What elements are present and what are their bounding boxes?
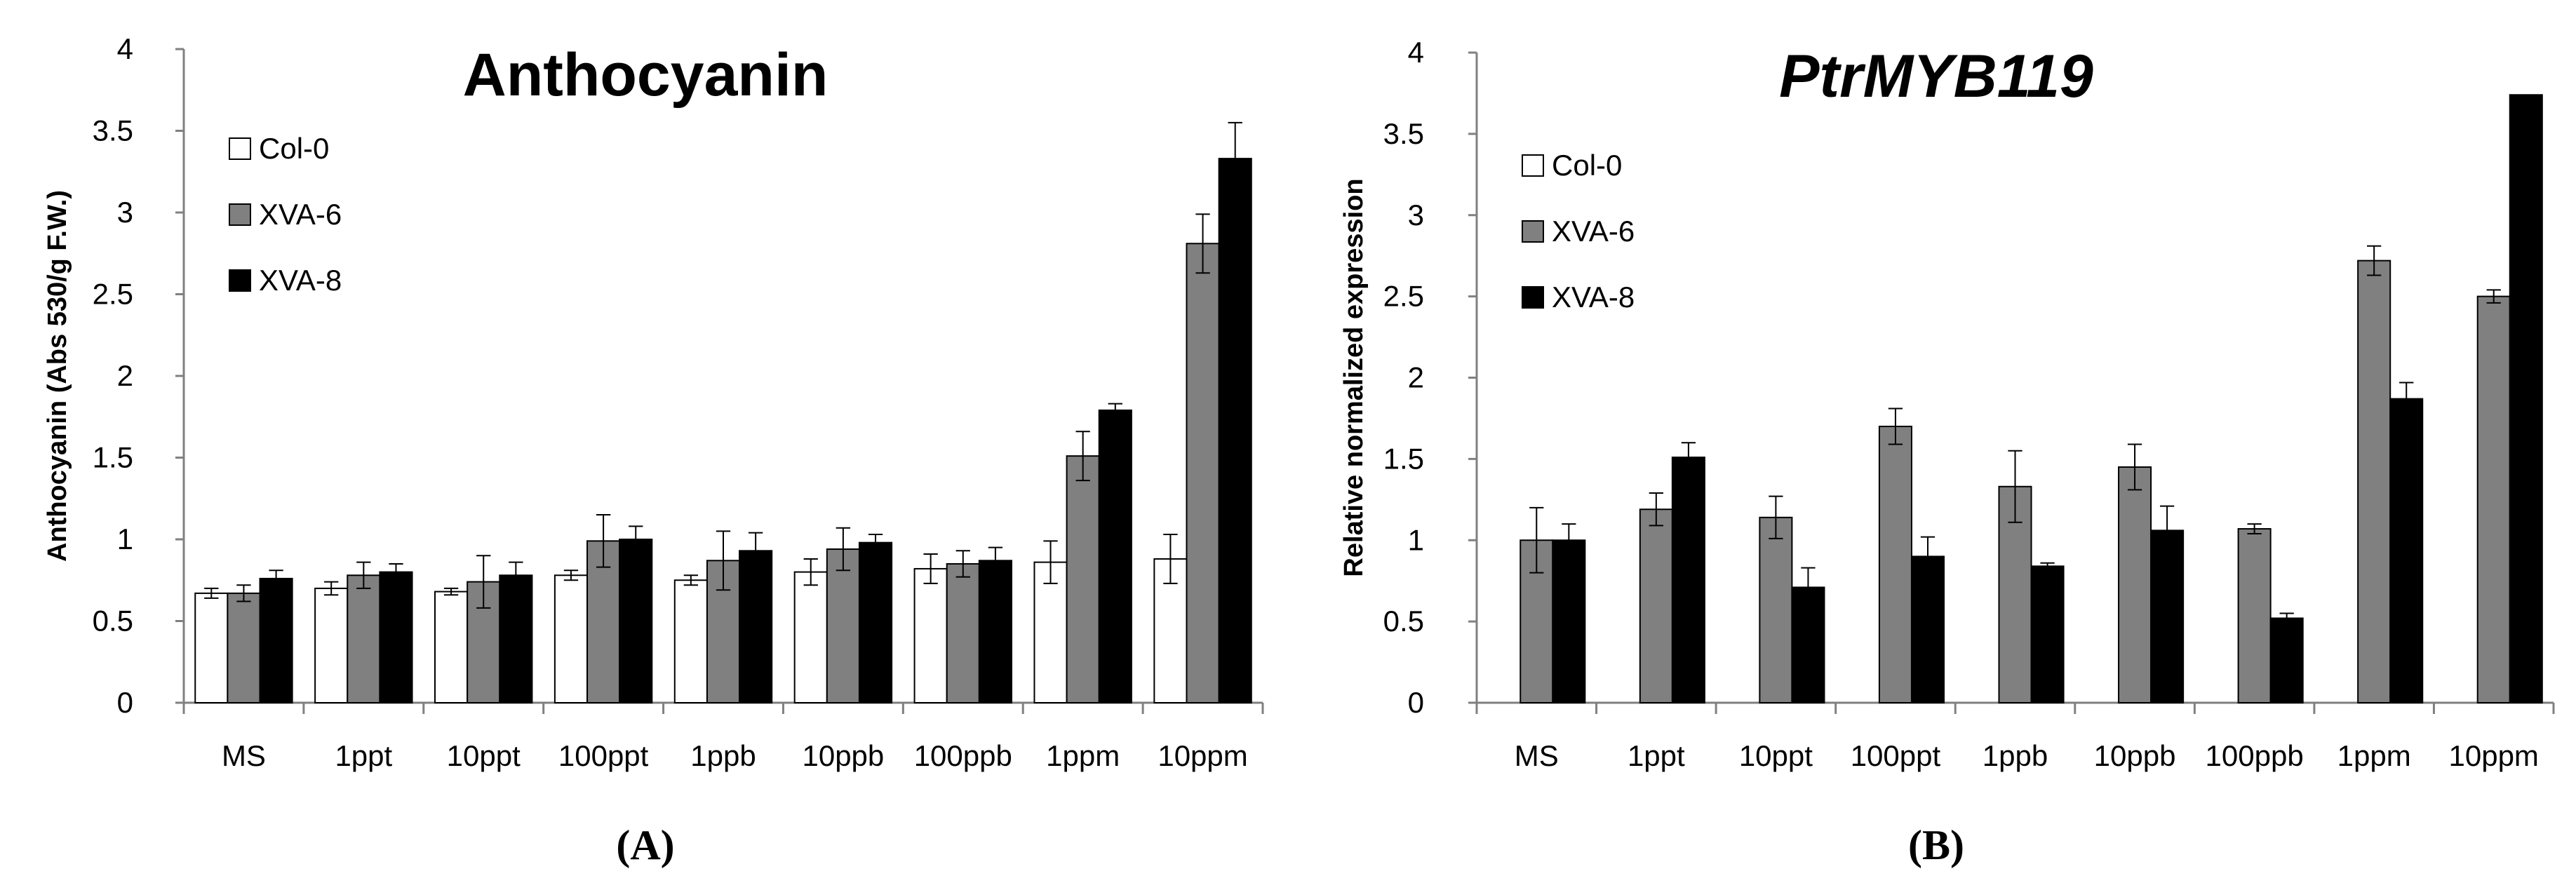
y-axis-label: Anthocyanin (Abs 530/g F.W.) [43, 190, 72, 562]
bar-xva-6 [2118, 466, 2152, 704]
bar-xva-8 [978, 560, 1012, 703]
bar-col-0 [314, 587, 349, 704]
legend-swatch [229, 137, 251, 160]
category-label: 100ppt [1851, 739, 1941, 772]
y-tick-label: 3 [1408, 198, 1424, 231]
bar-col-0 [673, 579, 708, 703]
y-tick-label: 2 [117, 359, 133, 392]
bar-xva-6 [1759, 516, 1793, 703]
chart-title: PtrMYB119 [1779, 43, 2093, 110]
category-label: 1ppt [335, 739, 392, 772]
bar-xva-8 [858, 541, 893, 703]
bar-xva-8 [499, 574, 533, 704]
bar-xva-8 [379, 571, 413, 703]
y-tick-label: 2 [1408, 361, 1424, 394]
bar-xva-8 [1218, 158, 1252, 704]
y-tick-label: 3 [117, 196, 133, 229]
y-tick-label: 4 [1408, 36, 1424, 69]
chart-panel-a: Anthocyanin Anthocyanin (Abs 530/g F.W.) 0… [43, 32, 1264, 868]
bar-col-0 [194, 592, 229, 704]
bar-col-0 [554, 574, 589, 704]
category-label: 10ppb [802, 739, 884, 772]
y-tick-label: 2.5 [93, 278, 133, 311]
legend-label: XVA-8 [1552, 281, 1635, 313]
panel-label: (A) [616, 822, 674, 868]
y-tick-label: 1 [117, 522, 133, 555]
legend-swatch [1522, 154, 1544, 177]
category-label: 10ppt [447, 739, 521, 772]
y-tick-label: 2.5 [1383, 280, 1424, 313]
bar-xva-8 [2389, 398, 2424, 703]
bar-col-0 [793, 571, 828, 703]
legend-label: XVA-6 [1552, 215, 1635, 248]
category-label: 100ppb [2206, 739, 2304, 772]
legend-swatch [1522, 286, 1544, 309]
bar-xva-8 [1910, 555, 1945, 703]
y-tick-label: 1 [1408, 523, 1424, 556]
category-label: 10ppm [1158, 739, 1247, 772]
bar-xva-6 [1066, 455, 1100, 703]
bar-xva-6 [2237, 528, 2272, 704]
chart-title: Anthocyanin [463, 41, 829, 109]
bar-xva-8 [1098, 409, 1132, 703]
y-tick-label: 0.5 [1383, 605, 1424, 638]
category-label: 1ppb [1983, 739, 2048, 772]
bar-xva-6 [586, 540, 621, 704]
bar-xva-8 [739, 550, 773, 703]
y-axis-label: Relative normalized expression [1339, 178, 1369, 577]
bar-xva-8 [1671, 457, 1705, 703]
y-tick-label: 0 [117, 686, 133, 719]
bar-xva-8 [1552, 539, 1586, 703]
y-tick-label: 3.5 [1383, 117, 1424, 150]
panel-label: (B) [1908, 822, 1964, 868]
legend-label: Col-0 [1552, 149, 1622, 182]
bar-xva-8 [619, 539, 653, 703]
bar-xva-6 [2476, 295, 2511, 703]
bar-xva-8 [2030, 565, 2065, 704]
bar-xva-6 [347, 574, 381, 704]
bar-xva-8 [2509, 94, 2543, 703]
category-label: 100ppb [914, 739, 1012, 772]
category-label: 10ppb [2094, 739, 2176, 772]
bar-col-0 [434, 591, 469, 703]
category-label: MS [1515, 739, 1559, 772]
category-label: 100ppt [558, 739, 649, 772]
bar-xva-6 [1878, 426, 1912, 704]
bar-xva-6 [946, 562, 980, 704]
y-tick-label: 1.5 [1383, 442, 1424, 475]
category-label: 1ppt [1628, 739, 1685, 772]
bar-xva-6 [826, 548, 860, 703]
y-tick-label: 1.5 [93, 441, 133, 474]
y-tick-label: 3.5 [93, 114, 133, 147]
legend-swatch [229, 203, 251, 226]
bar-xva-6 [1639, 508, 1673, 704]
category-label: 10ppm [2449, 739, 2539, 772]
category-label: 1ppb [690, 739, 756, 772]
bar-col-0 [913, 567, 948, 703]
bar-xva-6 [2357, 259, 2391, 703]
legend-label: XVA-6 [259, 198, 342, 231]
category-label: MS [222, 739, 266, 772]
bar-xva-6 [227, 592, 261, 704]
legend-label: Col-0 [259, 132, 329, 165]
y-tick-label: 0 [1408, 686, 1424, 719]
category-label: 1ppm [2337, 739, 2411, 772]
legend-label: XVA-8 [259, 264, 342, 297]
chart-panel-b: PtrMYB119 Relative normalized expression 0… [1339, 36, 2555, 868]
y-tick-label: 0.5 [93, 605, 133, 638]
category-label: 10ppt [1739, 739, 1813, 772]
bar-xva-8 [2150, 530, 2185, 703]
category-label: 1ppm [1046, 739, 1120, 772]
legend-swatch [229, 269, 251, 292]
bar-xva-6 [1186, 243, 1220, 703]
y-tick-label: 4 [117, 32, 133, 65]
bar-xva-8 [259, 577, 293, 703]
legend-swatch [1522, 220, 1544, 243]
bar-xva-8 [2269, 617, 2304, 703]
